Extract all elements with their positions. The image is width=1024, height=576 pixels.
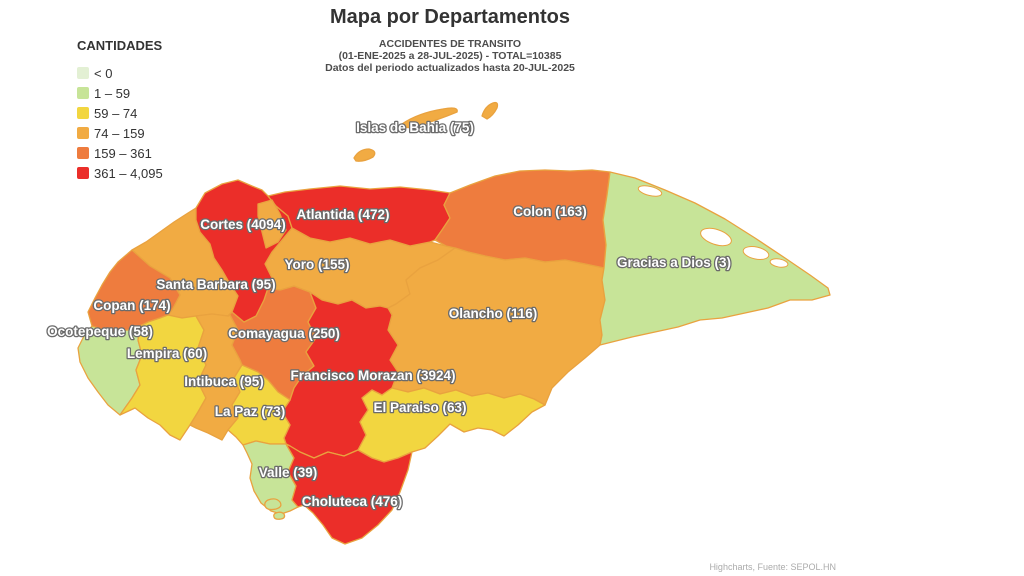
lagoon	[769, 258, 789, 268]
subtitle-line-1: ACCIDENTES DE TRANSITO	[378, 38, 522, 50]
legend-item-1-59[interactable]: 1 – 59	[77, 83, 163, 103]
legend-title: CANTIDADES	[77, 38, 163, 53]
legend-item-159-361[interactable]: 159 – 361	[77, 143, 163, 163]
region-el-paraiso[interactable]	[357, 387, 546, 463]
region-islas-roatan[interactable]	[401, 107, 458, 129]
legend-item-361-4095[interactable]: 361 – 4,095	[77, 163, 163, 183]
label-el-paraiso: El Paraiso (63)	[373, 400, 466, 415]
legend-swatch	[77, 167, 89, 179]
region-valle-islet-2[interactable]	[273, 511, 286, 520]
legend-swatch	[77, 87, 89, 99]
legend-item-label: 59 – 74	[94, 105, 138, 121]
subtitle-line-3: Datos del periodo actualizados hasta 20-…	[325, 62, 575, 74]
chart-title: Mapa por Departamentos	[329, 6, 571, 28]
label-islas-de-bahia: Islas de Bahia (75)	[356, 120, 474, 135]
label-colon: Colon (163)	[513, 204, 587, 219]
legend-item-59-74[interactable]: 59 – 74	[77, 103, 163, 123]
label-copan: Copan (174)	[93, 298, 170, 313]
label-cortes: Cortes (4094)	[200, 217, 286, 232]
legend-item-label: 1 – 59	[94, 85, 131, 101]
label-francisco-morazan: Francisco Morazan (3924)	[290, 368, 455, 383]
legend-swatch	[77, 127, 89, 139]
lagoon	[742, 246, 770, 260]
region-choluteca[interactable]	[285, 443, 413, 545]
label-la-paz: La Paz (73)	[215, 404, 286, 419]
lagoon	[637, 185, 663, 197]
region-islas-utila[interactable]	[353, 148, 376, 162]
label-lempira: Lempira (60)	[127, 346, 207, 361]
legend-item-label: 159 – 361	[94, 145, 152, 161]
subtitle-line-2: (01-ENE-2025 a 28-JUL-2025) - TOTAL=1038…	[338, 50, 562, 62]
region-gracias-a-dios[interactable]	[599, 171, 831, 346]
chart-subtitle: ACCIDENTES DE TRANSITO (01-ENE-2025 a 28…	[0, 38, 900, 74]
label-valle: Valle (39)	[259, 465, 318, 480]
label-ocotepeque: Ocotepeque (58)	[47, 324, 153, 339]
legend-item-lt0[interactable]: < 0	[77, 63, 163, 83]
legend-swatch	[77, 147, 89, 159]
legend-item-label: < 0	[94, 65, 113, 81]
legend-swatch	[77, 67, 89, 79]
legend-item-label: 361 – 4,095	[94, 165, 163, 181]
region-valle-islet-1[interactable]	[264, 498, 282, 511]
region-islas-guanaja[interactable]	[481, 101, 499, 120]
label-atlantida: Atlantida (472)	[296, 207, 389, 222]
region-yoro-north-wedge[interactable]	[257, 199, 287, 249]
legend: CANTIDADES < 0 1 – 59 59 – 74 74 – 159 1…	[77, 38, 163, 183]
legend-swatch	[77, 107, 89, 119]
label-comayagua: Comayagua (250)	[228, 326, 340, 341]
label-gracias-a-dios: Gracias a Dios (3)	[617, 255, 731, 270]
label-yoro: Yoro (155)	[284, 257, 349, 272]
label-olancho: Olancho (116)	[449, 306, 538, 321]
label-choluteca: Choluteca (476)	[302, 494, 403, 509]
lagoon	[700, 227, 732, 247]
label-santa-barbara: Santa Barbara (95)	[156, 277, 275, 292]
credits-link[interactable]: Highcharts, Fuente: SEPOL.HN	[709, 562, 836, 572]
label-intibuca: Intibuca (95)	[184, 374, 264, 389]
legend-item-label: 74 – 159	[94, 125, 145, 141]
legend-item-74-159[interactable]: 74 – 159	[77, 123, 163, 143]
